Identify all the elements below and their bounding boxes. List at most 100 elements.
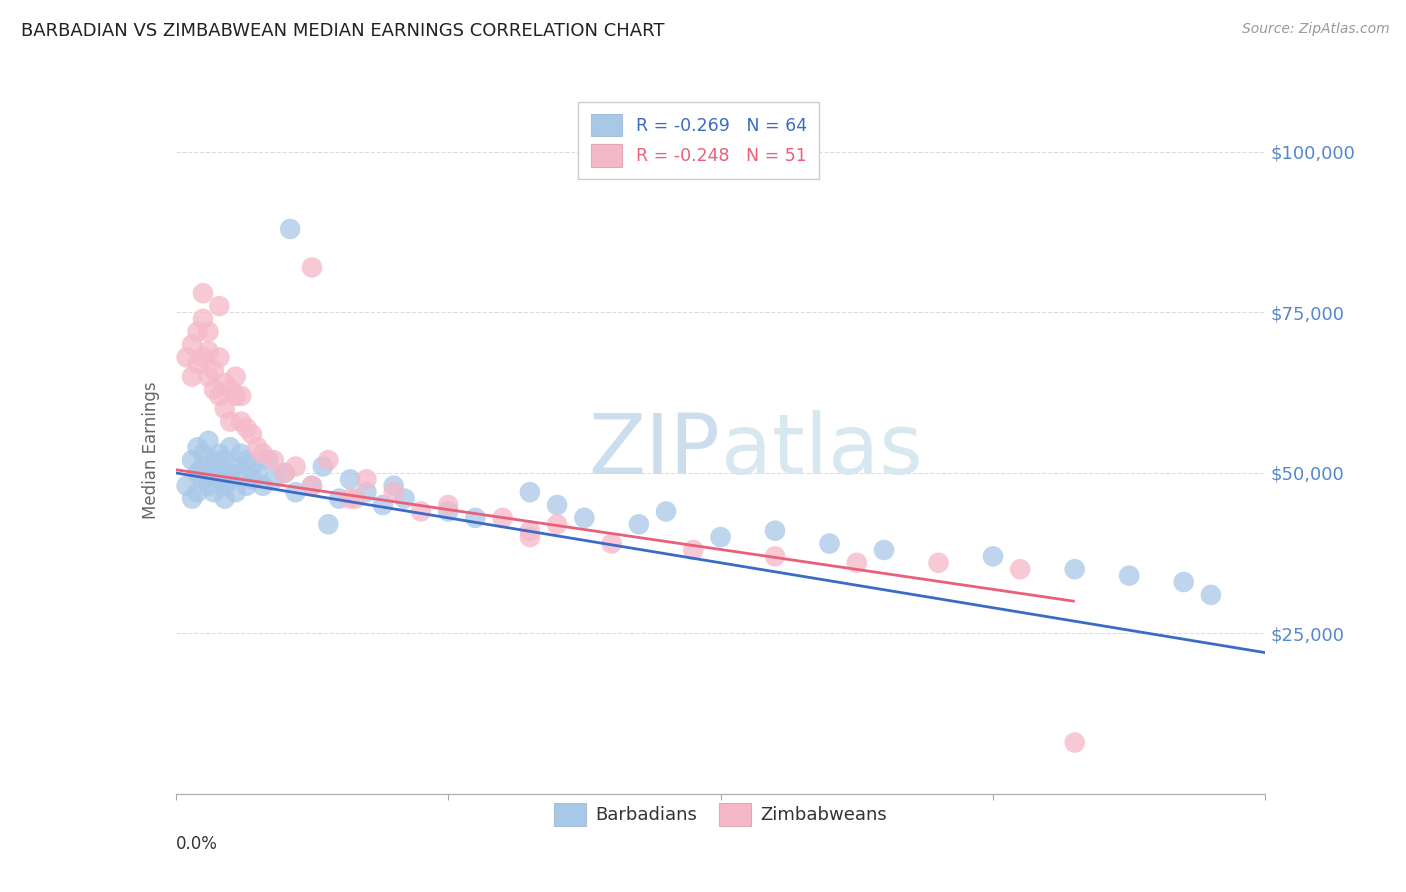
- Point: [519, 485, 541, 500]
- Point: [208, 299, 231, 313]
- Point: [252, 447, 274, 461]
- Point: [219, 440, 242, 454]
- Point: [225, 485, 247, 500]
- Point: [235, 479, 257, 493]
- Text: ZIP: ZIP: [589, 410, 721, 491]
- Point: [186, 440, 209, 454]
- Point: [818, 536, 841, 550]
- Point: [197, 369, 219, 384]
- Point: [186, 325, 209, 339]
- Point: [284, 459, 307, 474]
- Text: atlas: atlas: [721, 410, 922, 491]
- Point: [202, 453, 225, 467]
- Point: [600, 536, 623, 550]
- Point: [301, 479, 323, 493]
- Point: [437, 504, 460, 518]
- Point: [208, 459, 231, 474]
- Point: [981, 549, 1004, 564]
- Point: [186, 485, 209, 500]
- Point: [214, 376, 236, 390]
- Point: [191, 351, 214, 365]
- Point: [1173, 575, 1195, 590]
- Point: [873, 543, 896, 558]
- Point: [208, 389, 231, 403]
- Point: [318, 453, 340, 467]
- Point: [655, 504, 678, 518]
- Point: [202, 466, 225, 480]
- Point: [763, 524, 786, 538]
- Point: [1010, 562, 1032, 576]
- Point: [219, 472, 242, 486]
- Point: [437, 498, 460, 512]
- Point: [202, 363, 225, 377]
- Point: [197, 343, 219, 358]
- Text: 0.0%: 0.0%: [176, 835, 218, 853]
- Point: [382, 485, 405, 500]
- Point: [214, 479, 236, 493]
- Point: [252, 479, 274, 493]
- Point: [263, 453, 285, 467]
- Point: [231, 389, 253, 403]
- Point: [328, 491, 350, 506]
- Point: [301, 260, 323, 275]
- Point: [682, 543, 704, 558]
- Point: [214, 491, 236, 506]
- Point: [202, 383, 225, 397]
- Point: [197, 479, 219, 493]
- Point: [1118, 568, 1140, 582]
- Point: [191, 286, 214, 301]
- Point: [208, 472, 231, 486]
- Point: [208, 447, 231, 461]
- Point: [312, 459, 335, 474]
- Point: [519, 530, 541, 544]
- Point: [181, 491, 204, 506]
- Point: [344, 491, 367, 506]
- Point: [186, 357, 209, 371]
- Point: [627, 517, 650, 532]
- Point: [191, 459, 214, 474]
- Point: [382, 479, 405, 493]
- Point: [318, 517, 340, 532]
- Point: [301, 479, 323, 493]
- Point: [356, 472, 378, 486]
- Point: [278, 222, 301, 236]
- Point: [409, 504, 432, 518]
- Point: [202, 485, 225, 500]
- Point: [197, 325, 219, 339]
- Point: [246, 466, 269, 480]
- Point: [519, 524, 541, 538]
- Point: [574, 511, 596, 525]
- Point: [246, 440, 269, 454]
- Text: BARBADIAN VS ZIMBABWEAN MEDIAN EARNINGS CORRELATION CHART: BARBADIAN VS ZIMBABWEAN MEDIAN EARNINGS …: [21, 22, 665, 40]
- Point: [546, 517, 568, 532]
- Point: [225, 389, 247, 403]
- Point: [225, 459, 247, 474]
- Point: [197, 434, 219, 448]
- Point: [284, 485, 307, 500]
- Point: [1063, 562, 1085, 576]
- Point: [928, 556, 950, 570]
- Point: [492, 511, 515, 525]
- Point: [274, 466, 297, 480]
- Point: [845, 556, 868, 570]
- Point: [274, 466, 297, 480]
- Point: [214, 453, 236, 467]
- Point: [763, 549, 786, 564]
- Point: [371, 498, 394, 512]
- Point: [231, 415, 253, 429]
- Point: [191, 447, 214, 461]
- Point: [240, 472, 263, 486]
- Point: [235, 453, 257, 467]
- Point: [191, 472, 214, 486]
- Point: [1199, 588, 1222, 602]
- Point: [219, 415, 242, 429]
- Point: [181, 453, 204, 467]
- Point: [214, 401, 236, 416]
- Point: [225, 369, 247, 384]
- Point: [464, 511, 486, 525]
- Point: [181, 337, 204, 351]
- Point: [240, 427, 263, 442]
- Point: [231, 466, 253, 480]
- Point: [240, 459, 263, 474]
- Point: [235, 421, 257, 435]
